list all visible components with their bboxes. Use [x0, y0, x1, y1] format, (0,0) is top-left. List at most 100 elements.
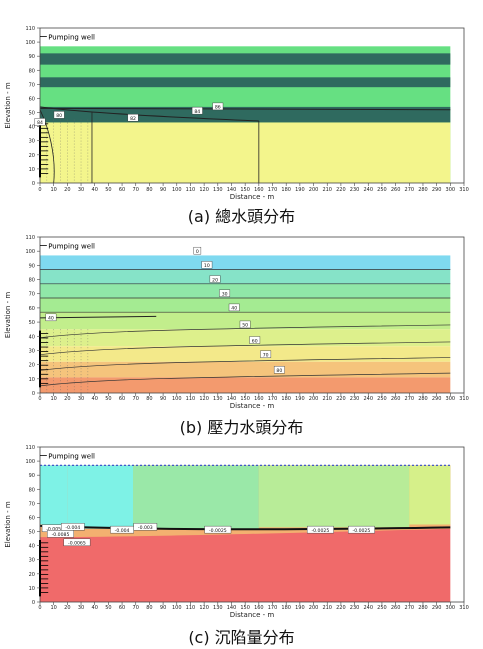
contour-label: 40 [231, 306, 237, 312]
y-tick-label: 50 [29, 111, 35, 117]
x-axis-label: Distance - m [230, 193, 275, 201]
contour-label-box [47, 530, 74, 538]
x-tick-label: 280 [418, 396, 428, 402]
y-tick-label: 0 [32, 600, 35, 606]
y-tick-label: 10 [29, 167, 35, 173]
contour-label-box [193, 246, 202, 255]
x-tick-label: 40 [92, 187, 98, 193]
y-tick-label: 70 [29, 501, 35, 507]
contour-label: 80 [56, 113, 62, 119]
x-tick-label: 80 [146, 396, 152, 402]
contour-label: 70 [263, 353, 269, 359]
well-label: Pumping well [48, 33, 95, 41]
x-tick-label: 260 [391, 396, 401, 402]
x-tick-label: 30 [78, 605, 84, 611]
contour-label: 82 [130, 116, 136, 122]
x-tick-label: 20 [64, 605, 70, 611]
zone-light-green [258, 465, 410, 528]
contour-label: 30 [222, 292, 228, 298]
contour-label-box [273, 366, 285, 374]
x-tick-label: 110 [186, 187, 196, 193]
x-tick-label: 300 [446, 605, 456, 611]
x-tick-label: 310 [459, 187, 469, 193]
x-tick-label: 150 [240, 187, 250, 193]
contour-label-box [133, 523, 158, 531]
y-tick-label: 50 [29, 320, 35, 326]
y-tick-label: 20 [29, 363, 35, 369]
y-tick-label: 50 [29, 530, 35, 536]
zone-mint [133, 465, 259, 529]
contour-label-box [127, 113, 139, 122]
contour-label: 40 [48, 316, 54, 322]
contour-label-box [63, 538, 91, 547]
x-tick-label: 10 [50, 396, 56, 402]
x-tick-label: 50 [105, 396, 111, 402]
contour-label-box [209, 275, 221, 283]
well-label: Pumping well [48, 243, 95, 251]
y-tick-label: 110 [25, 235, 35, 241]
x-tick-label: 280 [418, 605, 428, 611]
x-axis-label: Distance - m [230, 402, 275, 410]
y-tick-label: 10 [29, 377, 35, 383]
x-tick-label: 80 [146, 187, 152, 193]
contour-label: -0.0025 [312, 528, 330, 534]
y-tick-label: 0 [32, 391, 35, 397]
contour-label-box [34, 118, 46, 126]
x-tick-label: 210 [322, 396, 332, 402]
y-tick-label: 60 [29, 96, 35, 102]
pressure-band [40, 297, 451, 313]
x-tick-label: 30 [78, 187, 84, 193]
caption-c: (c) 沉陷量分布 [188, 628, 295, 647]
x-tick-label: 190 [295, 187, 305, 193]
x-tick-label: 230 [350, 187, 360, 193]
x-tick-label: 220 [336, 605, 346, 611]
contour-label: 50 [242, 323, 248, 329]
x-tick-label: 180 [281, 396, 291, 402]
contour-label-box [249, 336, 261, 344]
x-tick-label: 290 [432, 605, 442, 611]
x-tick-label: 160 [254, 396, 264, 402]
contour-label: -0.0085 [52, 532, 70, 538]
y-tick-label: 110 [25, 26, 35, 32]
y-tick-label: 20 [29, 572, 35, 578]
y-tick-label: 0 [32, 181, 35, 187]
x-tick-label: 270 [405, 605, 415, 611]
x-tick-label: 260 [391, 187, 401, 193]
x-tick-label: 60 [119, 605, 125, 611]
lower-aquifer [40, 122, 451, 183]
clay-layer-1 [40, 106, 451, 123]
contour-line [39, 109, 55, 184]
x-tick-label: 150 [240, 605, 250, 611]
y-tick-label: 60 [29, 306, 35, 312]
y-tick-label: 90 [29, 54, 35, 60]
x-tick-label: 160 [254, 187, 264, 193]
x-tick-label: 260 [391, 605, 401, 611]
x-tick-label: 30 [78, 396, 84, 402]
y-axis-label: Elevation - m [4, 501, 12, 547]
x-tick-label: 110 [186, 396, 196, 402]
x-tick-label: 20 [64, 187, 70, 193]
x-tick-label: 250 [377, 605, 387, 611]
y-tick-label: 60 [29, 515, 35, 521]
contour-label-box [191, 106, 203, 115]
x-tick-label: 90 [160, 187, 166, 193]
contour-label-box [201, 261, 213, 269]
x-tick-label: 140 [227, 396, 237, 402]
x-tick-label: 40 [92, 605, 98, 611]
x-tick-label: 150 [240, 396, 250, 402]
x-tick-label: 140 [227, 605, 237, 611]
x-tick-label: 90 [160, 605, 166, 611]
x-tick-label: 70 [133, 187, 139, 193]
contour-line [39, 341, 451, 356]
x-tick-label: 50 [105, 605, 111, 611]
x-tick-label: 170 [268, 187, 278, 193]
contour-label-box [239, 320, 251, 329]
x-tick-label: 290 [432, 396, 442, 402]
panel-c: Pumping well 0 10 20 30 40 50 60 70 80 90 100 110 0 10… [4, 445, 469, 619]
contour-label: 10 [204, 263, 210, 269]
contour-label: 84 [37, 120, 43, 126]
zone-lime [409, 465, 451, 525]
contour-label: 20 [212, 277, 218, 283]
y-tick-label: 80 [29, 68, 35, 74]
x-tick-label: 310 [459, 396, 469, 402]
